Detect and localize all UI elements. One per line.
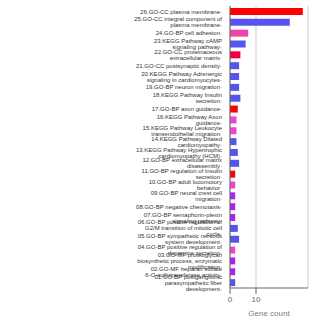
svg-text:21.GO-CC postsynaptic density·: 21.GO-CC postsynaptic density· (136, 63, 222, 69)
svg-text:17.GO-BP axon guidance·: 17.GO-BP axon guidance· (152, 106, 222, 112)
svg-text:24.GO-BP cell adhesion·: 24.GO-BP cell adhesion· (156, 30, 222, 36)
svg-text:20.KEGG Pathway Adrenergicsign: 20.KEGG Pathway Adrenergicsignaling in c… (141, 71, 222, 83)
svg-text:19.GO-BP neuron migration·: 19.GO-BP neuron migration· (146, 84, 222, 90)
svg-text:Gene count: Gene count (248, 309, 290, 318)
svg-text:01.GO-BP postganglionicparasym: 01.GO-BP postganglionicparasympathetic f… (154, 274, 222, 292)
svg-text:25.GO-CC integral component of: 25.GO-CC integral component ofplasma mem… (134, 16, 222, 28)
svg-text:08.GO-BP negative chemotaxis·: 08.GO-BP negative chemotaxis· (136, 204, 222, 210)
svg-text:22.GO-CC proteinaceousextracel: 22.GO-CC proteinaceousextracellular matr… (154, 49, 222, 61)
svg-text:0: 0 (228, 295, 233, 304)
svg-text:10: 10 (252, 295, 261, 304)
svg-text:26.GO-CC plasma membrane·: 26.GO-CC plasma membrane· (140, 9, 222, 15)
svg-text:18.KEGG Pathway Insulinsecreti: 18.KEGG Pathway Insulinsecretion· (153, 92, 222, 104)
svg-text:09.GO-BP neural crest cellmigr: 09.GO-BP neural crest cellmigration· (151, 190, 222, 202)
